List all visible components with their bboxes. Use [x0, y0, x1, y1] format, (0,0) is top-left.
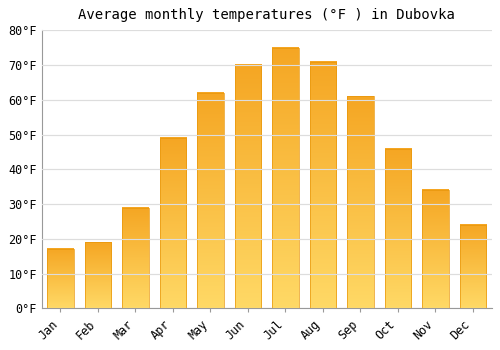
Bar: [160, 138, 186, 308]
Bar: [422, 190, 448, 308]
Bar: [310, 62, 336, 308]
Bar: [235, 65, 261, 308]
Bar: [272, 48, 298, 308]
Title: Average monthly temperatures (°F ) in Dubovka: Average monthly temperatures (°F ) in Du…: [78, 8, 455, 22]
Bar: [348, 97, 374, 308]
Bar: [460, 225, 486, 308]
Bar: [85, 242, 111, 308]
Bar: [385, 148, 411, 308]
Bar: [122, 208, 148, 308]
Bar: [48, 249, 74, 308]
Bar: [198, 93, 224, 308]
